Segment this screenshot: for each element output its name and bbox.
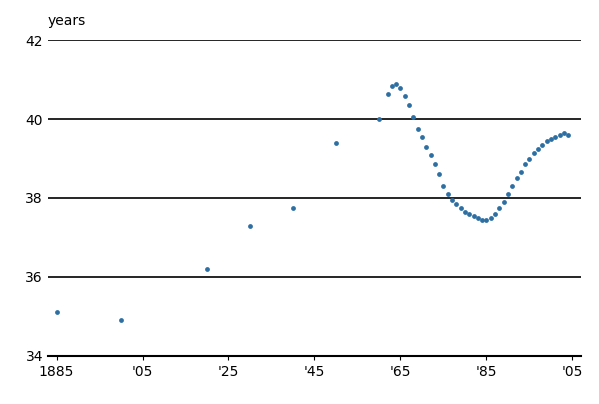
Point	[495, 204, 504, 211]
Point	[426, 152, 435, 158]
Point	[469, 213, 479, 219]
Point	[116, 317, 126, 323]
Point	[521, 161, 530, 168]
Point	[537, 141, 547, 148]
Point	[555, 132, 564, 138]
Point	[542, 138, 552, 144]
Point	[525, 155, 534, 162]
Point	[512, 175, 521, 181]
Point	[245, 222, 255, 229]
Text: years: years	[48, 14, 86, 28]
Point	[482, 217, 491, 223]
Point	[456, 204, 465, 211]
Point	[52, 309, 61, 316]
Point	[447, 197, 457, 203]
Point	[516, 169, 526, 176]
Point	[452, 201, 461, 207]
Point	[546, 136, 556, 142]
Point	[422, 143, 431, 150]
Point	[443, 191, 452, 197]
Point	[202, 265, 212, 272]
Point	[486, 215, 495, 221]
Point	[550, 134, 560, 140]
Point	[288, 204, 298, 211]
Point	[438, 183, 448, 189]
Point	[434, 171, 444, 177]
Point	[331, 140, 341, 146]
Point	[503, 191, 513, 197]
Point	[477, 217, 487, 223]
Point	[559, 130, 568, 136]
Point	[473, 215, 483, 221]
Point	[404, 102, 414, 109]
Point	[430, 161, 440, 168]
Point	[499, 199, 509, 205]
Point	[396, 84, 406, 91]
Point	[391, 80, 401, 87]
Point	[383, 90, 392, 97]
Point	[409, 114, 418, 120]
Point	[413, 126, 422, 132]
Point	[533, 145, 543, 152]
Point	[464, 210, 474, 217]
Point	[400, 92, 410, 99]
Point	[529, 149, 539, 156]
Point	[460, 208, 470, 215]
Point	[563, 132, 573, 138]
Point	[490, 210, 500, 217]
Point	[374, 116, 384, 122]
Point	[417, 134, 426, 140]
Point	[387, 82, 397, 89]
Point	[507, 183, 517, 189]
